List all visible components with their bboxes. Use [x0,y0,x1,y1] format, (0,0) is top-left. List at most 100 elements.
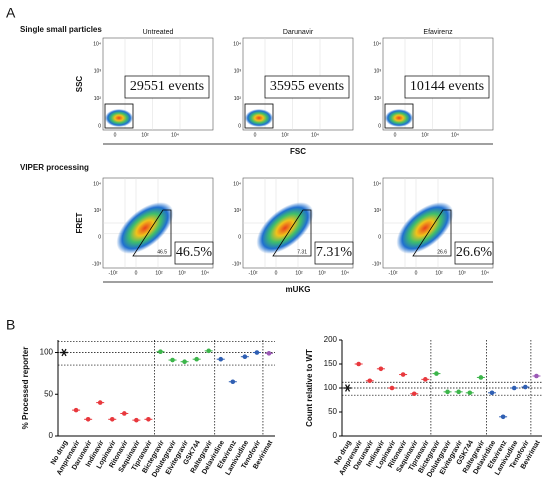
percent-box [174,241,214,265]
marker [242,354,248,359]
y-tick-label: 0 [98,235,101,241]
x-tick-label: 10² [295,270,303,276]
x-tick-label: -10² [249,270,258,276]
y-tick-label: 10⁴ [93,41,101,47]
marker [122,411,127,416]
x-tick-label: 10³ [178,270,186,276]
gate-count: 46.5 [157,249,167,255]
event-count: 35955 events [270,79,344,94]
marker [158,349,163,354]
y-tick-label: 200 [324,335,338,344]
x-tick-label: 10⁴ [481,270,489,276]
y-tick-label: -10³ [232,261,241,267]
marker [467,390,473,396]
x-tick-label: -10² [389,270,398,276]
y-tick-label: 10⁴ [373,181,381,187]
marker [478,375,484,380]
x-tick-label: 10³ [318,270,326,276]
marker [97,400,103,405]
marker-arm [344,384,351,392]
marker [456,389,461,395]
percent-box [454,241,494,265]
y-tick-label: 10⁴ [373,41,381,47]
x-tick-label: 10⁴ [311,132,319,138]
gate-count: 26.6 [437,249,447,255]
y-tick-label: 10² [234,96,242,102]
axis-label: SSC [75,76,84,93]
x-tick-label: 0 [415,270,418,276]
axis-label: FSC [290,147,306,156]
y-tick-label: 150 [324,359,338,368]
x-tick-label: 0 [114,132,117,138]
gate-percent: 46.5% [176,245,213,260]
marker [182,359,187,365]
marker [134,417,139,423]
density [245,109,273,127]
marker [523,384,528,390]
condition-label: Efavirenz [423,29,453,36]
marker [266,351,272,356]
marker [389,385,395,391]
percent-box [314,241,354,265]
y-tick-label: 0 [98,123,101,129]
marker [194,356,199,362]
y-tick-label: 50 [44,389,53,398]
event-box [124,75,210,99]
x-tick-label: 10⁴ [201,270,209,276]
gate-percent: 7.31% [316,245,353,260]
marker [400,372,406,377]
marker [423,377,428,382]
x-tick-label: 10² [421,132,429,138]
gate [104,103,134,129]
marker [230,379,236,385]
plot-frame [382,37,494,131]
marker [85,417,91,422]
y-tick-label: 10² [374,96,382,102]
gate [384,103,414,129]
y-tick-label: 0 [49,431,54,440]
y-tick-label: 100 [324,383,338,392]
y-tick-label: 10³ [94,208,102,214]
y-tick-label: 0 [378,235,381,241]
marker [489,390,495,396]
plot-frame [102,37,214,131]
y-tick-label: 0 [238,235,241,241]
y-tick-label: 10⁴ [233,41,241,47]
marker [109,417,115,422]
marker [170,357,175,363]
marker [73,407,79,413]
marker [206,348,211,354]
condition-label: Untreated [143,29,174,36]
density [385,109,413,127]
y-tick-label: 10³ [374,208,382,214]
gate [132,209,172,257]
marker [534,373,539,379]
marker [378,366,384,372]
y-tick-label: 0 [238,123,241,129]
event-box [404,75,490,99]
x-tick-label: 0 [135,270,138,276]
gate-count: 7.31 [297,249,307,255]
marker [411,391,417,397]
y-tick-label: -10³ [372,261,381,267]
y-tick-label: 10³ [234,208,242,214]
gate-percent: 26.6% [456,245,493,260]
x-tick-label: 0 [254,132,257,138]
row-title: VIPER processing [20,163,89,172]
plot-frame [242,37,354,131]
y-tick-label: 10³ [234,69,242,75]
y-tick-label: 10² [94,96,102,102]
y-tick-label: 10³ [374,69,382,75]
x-tick-label: 10⁴ [171,132,179,138]
panel-label: A [6,5,16,21]
x-tick-label: 0 [394,132,397,138]
marker-arm [61,348,67,357]
axis-label: mUKG [286,285,311,294]
y-tick-label: 100 [40,348,54,357]
axis-label: FRET [75,212,84,233]
x-tick-label: 10⁴ [341,270,349,276]
density [105,109,133,127]
marker [445,389,450,395]
marker [434,371,439,376]
